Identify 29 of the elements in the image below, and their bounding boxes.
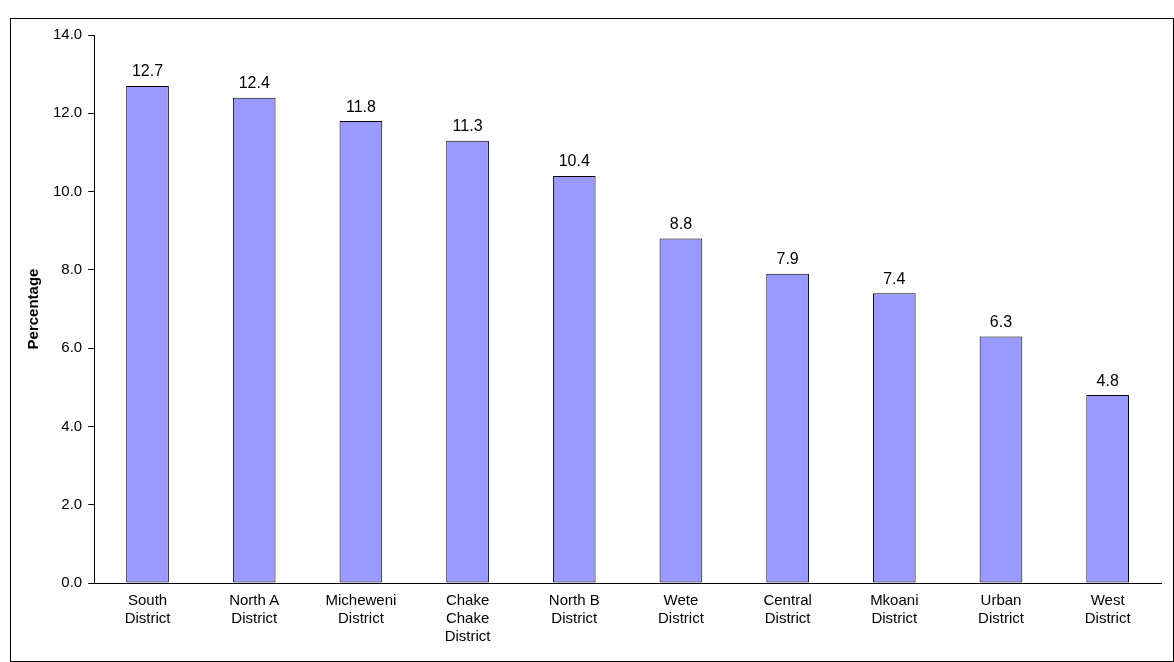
x-tick-label: Central District xyxy=(763,591,812,627)
x-tick-label: Wete District xyxy=(658,591,705,627)
x-tick-label: North A District xyxy=(229,591,280,627)
data-label: 6.3 xyxy=(989,312,1013,330)
data-label: 10.4 xyxy=(558,152,590,170)
data-label: 4.8 xyxy=(1096,371,1119,389)
y-tick-label: 10.0 xyxy=(52,181,83,199)
y-axis-title: Percentage xyxy=(24,268,42,350)
x-tick-label: West District xyxy=(1084,591,1132,627)
y-tick-label: 12.0 xyxy=(52,103,83,121)
x-tick-label: Urban District xyxy=(978,591,1025,627)
x-tick-label: South District xyxy=(124,591,172,627)
data-label: 11.8 xyxy=(345,97,376,115)
y-tick-label: 14.0 xyxy=(52,25,83,43)
y-tick-label: 6.0 xyxy=(61,338,83,356)
x-tick-label: Mkoani District xyxy=(870,591,919,627)
y-tick-label: 4.0 xyxy=(61,416,83,434)
data-label: 12.7 xyxy=(131,62,164,80)
y-tick-label: 2.0 xyxy=(61,494,83,512)
data-label: 7.9 xyxy=(776,250,799,268)
y-tick-label: 8.0 xyxy=(61,260,83,277)
x-tick-label: North B District xyxy=(548,591,600,627)
x-tick-label: Chake Chake District xyxy=(444,591,492,645)
data-label: 7.4 xyxy=(883,269,906,287)
data-label: 11.3 xyxy=(452,117,483,135)
y-tick-label: 0.0 xyxy=(61,573,83,591)
x-tick-label: Micheweni District xyxy=(325,591,397,627)
data-label: 8.8 xyxy=(669,214,693,232)
data-label: 12.4 xyxy=(238,74,270,92)
